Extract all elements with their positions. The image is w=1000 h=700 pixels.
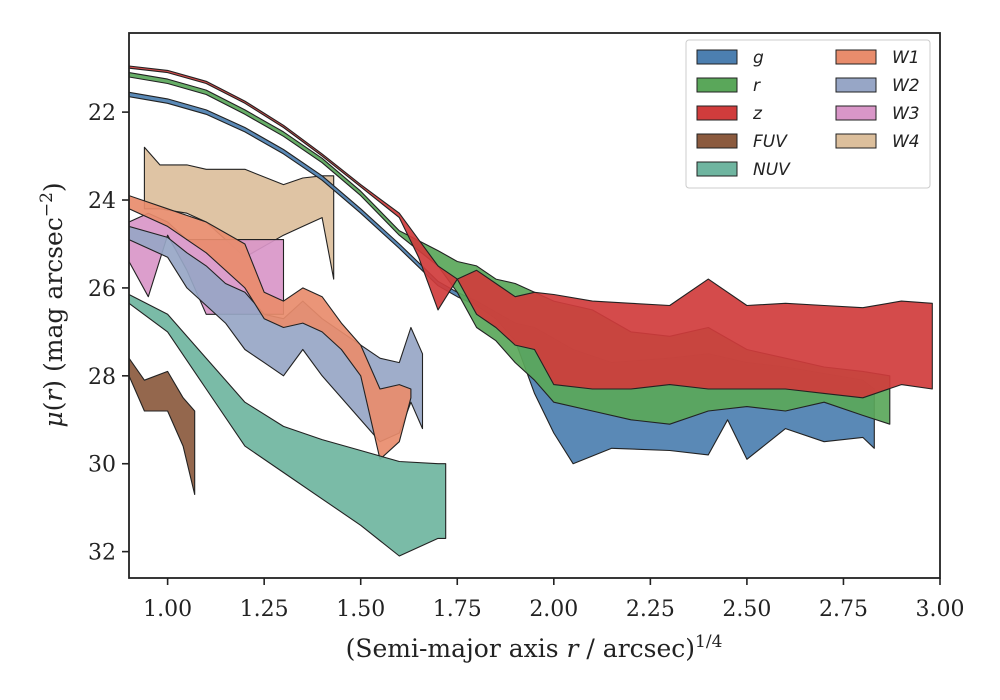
legend-swatch-w1 bbox=[835, 49, 877, 65]
legend-label-w2: W2 bbox=[892, 76, 920, 96]
band-z bbox=[129, 65, 933, 399]
y-tick-label: 32 bbox=[88, 541, 116, 566]
y-tick-label: 22 bbox=[88, 101, 116, 126]
x-tick-label: 1.75 bbox=[433, 597, 482, 622]
legend-swatch-r bbox=[696, 77, 738, 93]
x-tick-label: 2.25 bbox=[626, 597, 675, 622]
legend-label-fuv: FUV bbox=[753, 132, 788, 152]
band-fuv bbox=[129, 357, 196, 496]
legend-label-w1: W1 bbox=[892, 48, 920, 68]
band-w2 bbox=[129, 225, 424, 443]
legend-swatch-z bbox=[696, 105, 738, 121]
legend-swatch-g bbox=[696, 49, 738, 65]
legend-label-g: g bbox=[753, 48, 764, 68]
y-axis: 22 24 26 28 30 32 bbox=[88, 101, 129, 566]
x-tick-label: 1.50 bbox=[336, 597, 385, 622]
band-nuv bbox=[129, 293, 447, 557]
y-tick-label: 24 bbox=[88, 189, 116, 214]
band-w1 bbox=[129, 195, 412, 460]
band-w4 bbox=[143, 146, 335, 280]
legend-swatch-nuv bbox=[696, 161, 738, 177]
y-tick-label: 26 bbox=[88, 277, 116, 302]
y-axis-label: μ(r) (mag arcsec−2) bbox=[37, 182, 68, 427]
legend-label-z: z bbox=[752, 104, 763, 124]
legend-label-w3: W3 bbox=[892, 104, 920, 124]
legend-box bbox=[685, 39, 931, 189]
profile-bands bbox=[129, 65, 933, 557]
x-tick-label: 1.25 bbox=[240, 597, 289, 622]
legend-label-nuv: NUV bbox=[753, 160, 791, 180]
legend: grz FUV NUV W1 W2 W3 W4 bbox=[685, 39, 931, 189]
y-tick-label: 28 bbox=[88, 365, 116, 390]
x-tick-label: 2.75 bbox=[819, 597, 868, 622]
legend-swatch-w4 bbox=[835, 133, 877, 149]
x-tick-label: 2.50 bbox=[722, 597, 771, 622]
legend-swatch-fuv bbox=[696, 133, 738, 149]
y-tick-label: 30 bbox=[88, 453, 116, 478]
legend-swatch-w3 bbox=[835, 105, 877, 121]
x-tick-label: 2.00 bbox=[529, 597, 578, 622]
x-axis-label: (Semi-major axis r / arcsec)1/4 bbox=[346, 632, 723, 663]
x-tick-label: 3.00 bbox=[916, 597, 965, 622]
x-tick-label: 1.00 bbox=[143, 597, 192, 622]
legend-swatch-w2 bbox=[835, 77, 877, 93]
legend-label-r: r bbox=[753, 76, 761, 96]
x-axis: 1.00 1.25 1.50 1.75 2.00 2.25 2.50 2.75 3.00 bbox=[143, 578, 964, 622]
plot-frame bbox=[128, 32, 941, 579]
legend-label-w4: W4 bbox=[892, 132, 920, 152]
